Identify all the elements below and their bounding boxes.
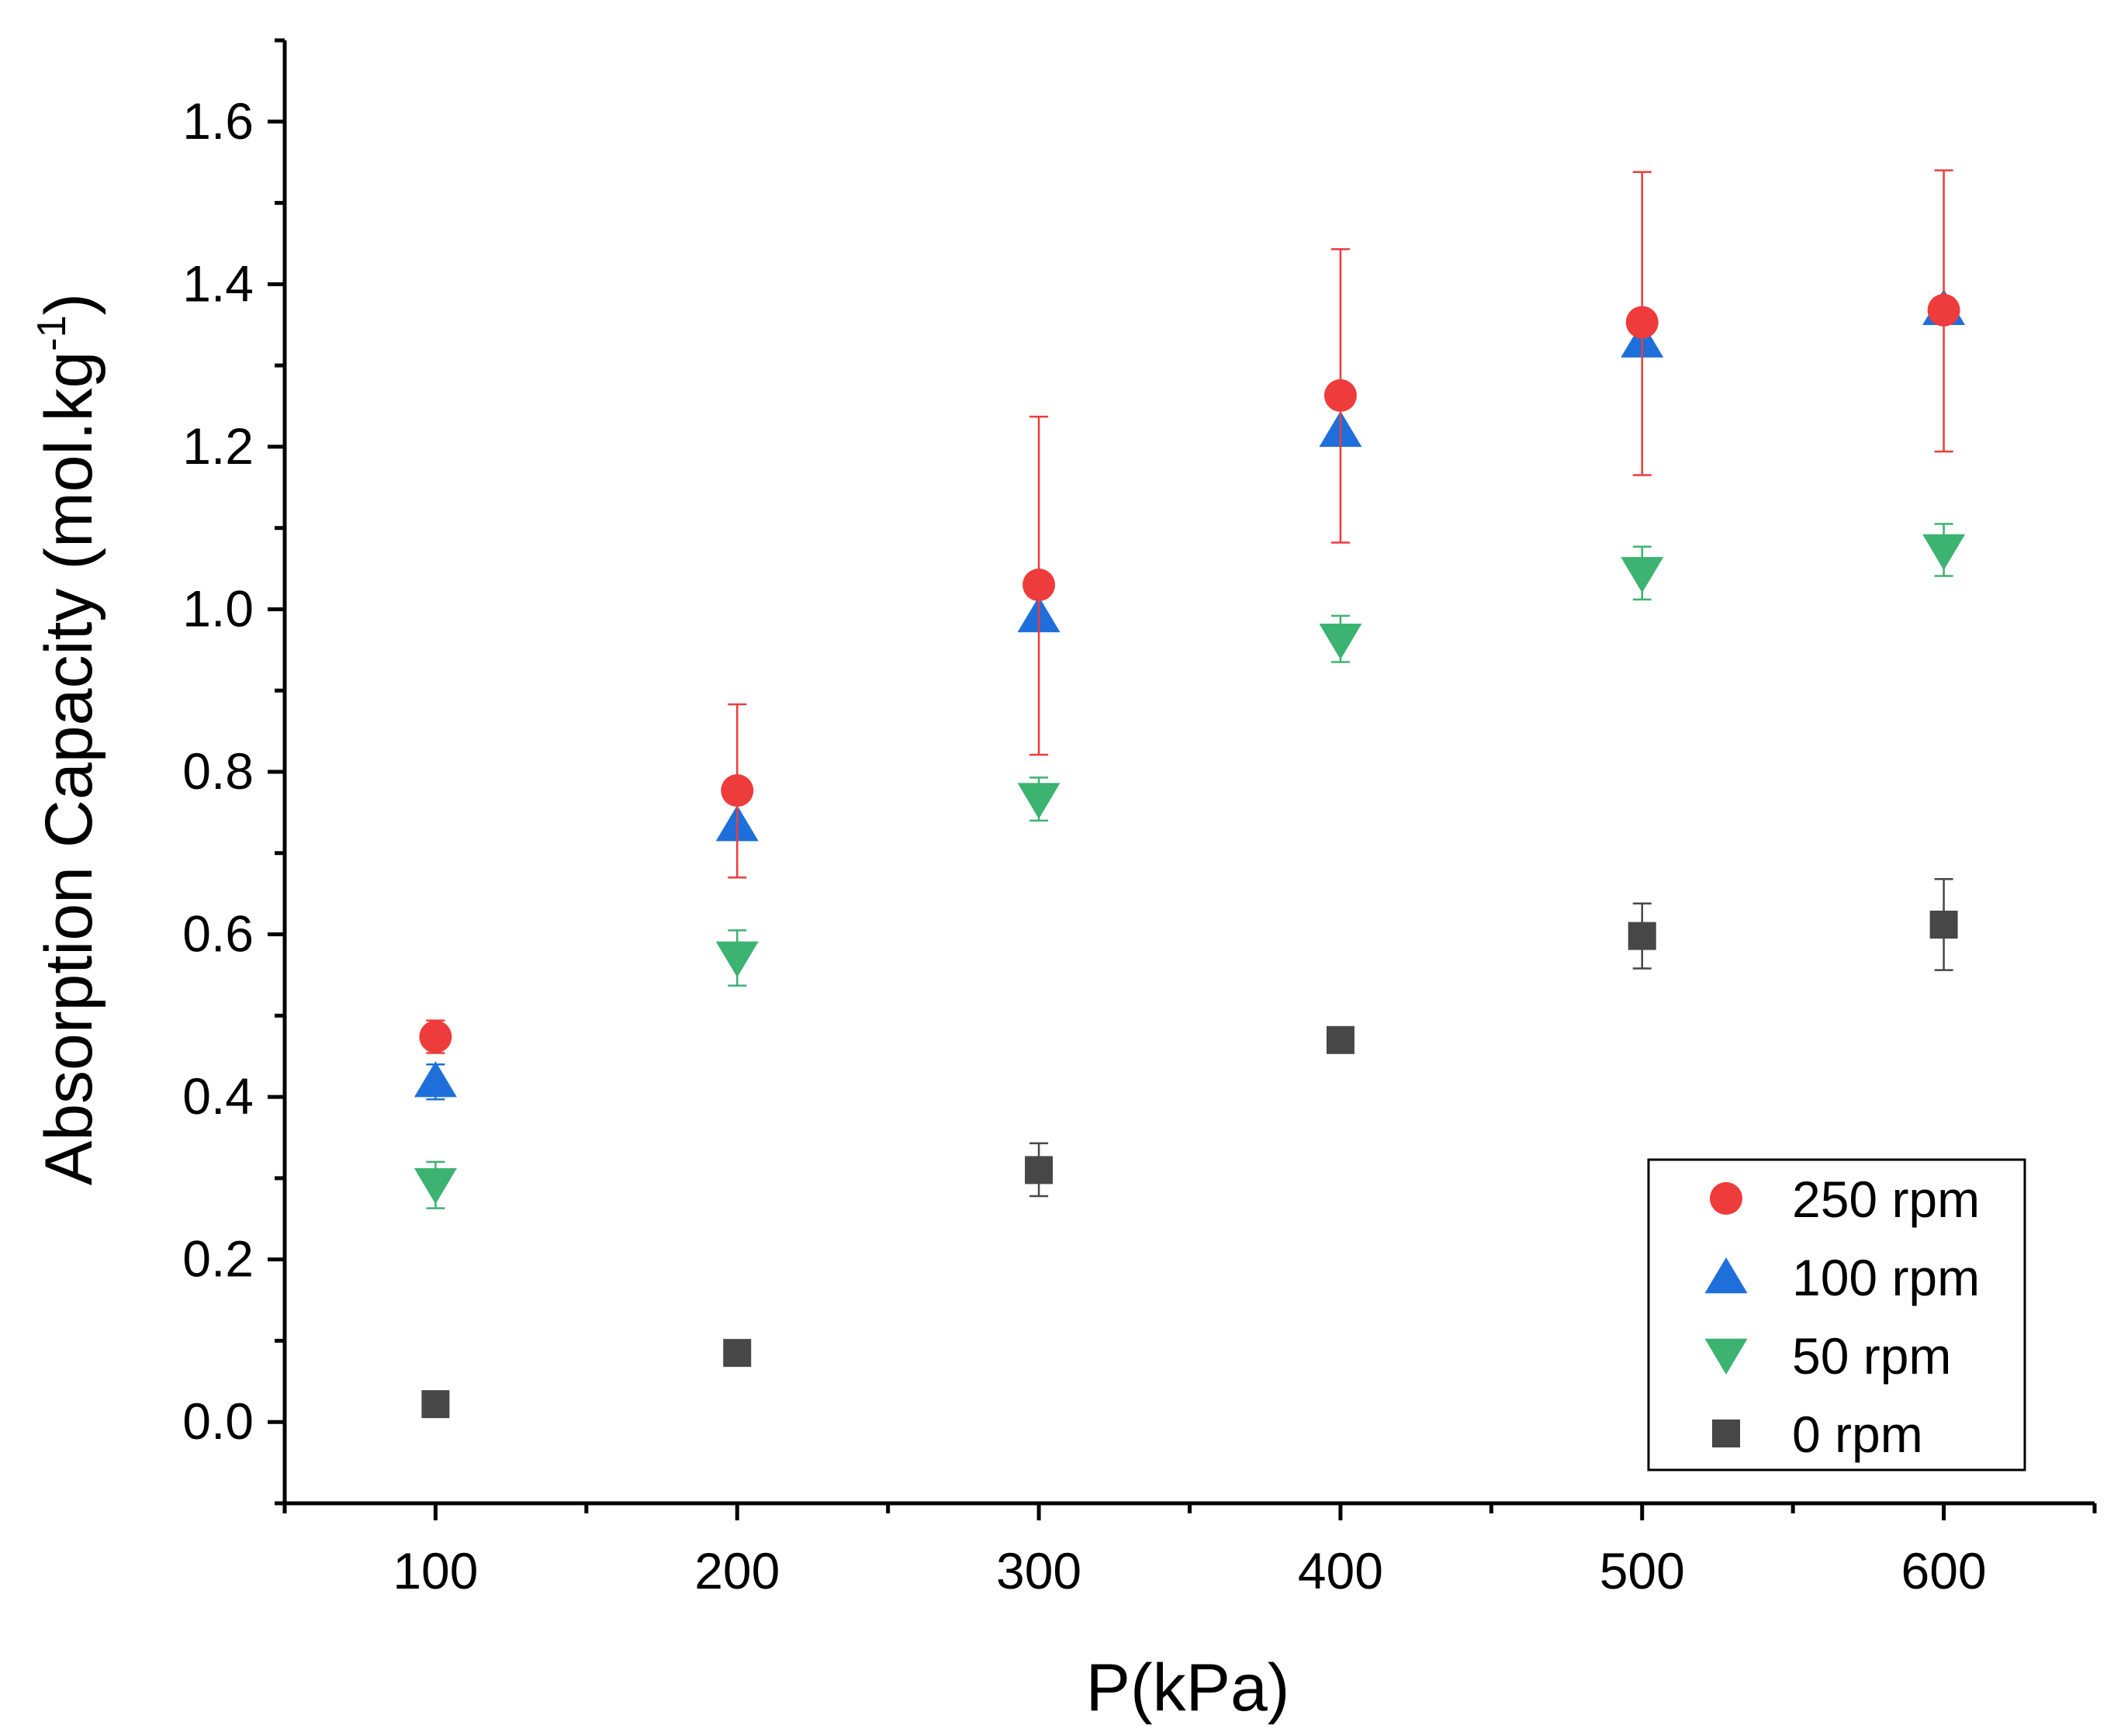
y-tick-label: 1.4 (182, 254, 254, 312)
data-point (1628, 922, 1656, 950)
data-point (715, 941, 759, 977)
data-point (421, 1390, 450, 1419)
y-tick-label: 0.8 (182, 742, 254, 800)
data-point (1929, 910, 1958, 939)
series-0-rpm (421, 878, 1958, 1419)
y-axis-label-superscript: -1 (29, 315, 74, 351)
y-tick-label: 1.0 (182, 579, 254, 637)
data-point (1017, 783, 1060, 819)
y-axis-label-main: Absorption Capacity (mol.kg (32, 351, 106, 1185)
y-tick-label: 0.0 (182, 1392, 254, 1450)
x-tick-label: 600 (1901, 1542, 1987, 1599)
data-point (1621, 557, 1664, 593)
y-tick-label: 1.2 (182, 417, 254, 475)
series-50-rpm (413, 523, 1966, 1209)
data-point (723, 1339, 752, 1368)
legend-box (1647, 1158, 2026, 1471)
x-tick-label: 200 (694, 1542, 780, 1599)
legend-marker (1710, 1182, 1742, 1215)
y-tick-label: 1.6 (182, 92, 254, 150)
data-point (1922, 534, 1966, 571)
x-tick-label: 300 (996, 1542, 1081, 1599)
y-axis-label: Absorption Capacity (mol.kg-1) (29, 293, 106, 1185)
x-tick-label: 100 (393, 1542, 478, 1599)
y-tick-label: 0.2 (182, 1230, 254, 1288)
series-250-rpm (419, 169, 1960, 1054)
legend-marker (1704, 1257, 1748, 1294)
data-point (419, 1020, 452, 1053)
data-point (1927, 293, 1960, 327)
data-point (721, 774, 754, 807)
x-tick-label: 500 (1600, 1542, 1685, 1599)
legend-label: 250 rpm (1792, 1171, 1980, 1228)
data-point (1022, 569, 1056, 602)
data-point (1323, 379, 1357, 412)
legend-label: 0 rpm (1792, 1406, 1923, 1463)
data-point (1025, 1156, 1054, 1184)
plot-area: 0.0 0.2 0.4 0.6 0.8 1.0 1.2 1.4 1.6 100 200 300 400 5… (182, 38, 2097, 1599)
data-point (413, 1061, 457, 1098)
x-axis-label: P(kPa) (1086, 1651, 1290, 1725)
x-tick-label: 400 (1298, 1542, 1383, 1599)
legend-label: 50 rpm (1792, 1327, 1951, 1385)
y-tick-label: 0.6 (182, 905, 254, 963)
y-tick-label: 0.4 (182, 1067, 254, 1125)
data-point (413, 1168, 457, 1205)
legend: 250 rpm 100 rpm 50 rpm 0 rpm (1647, 1158, 2026, 1471)
data-point (1625, 306, 1659, 339)
data-point (1326, 1025, 1355, 1054)
data-point (1319, 624, 1362, 660)
y-axis-label-close: ) (32, 293, 106, 316)
series-100-rpm (413, 289, 1966, 1101)
legend-label: 100 rpm (1792, 1249, 1980, 1306)
legend-marker (1712, 1420, 1740, 1447)
legend-marker (1704, 1338, 1748, 1375)
